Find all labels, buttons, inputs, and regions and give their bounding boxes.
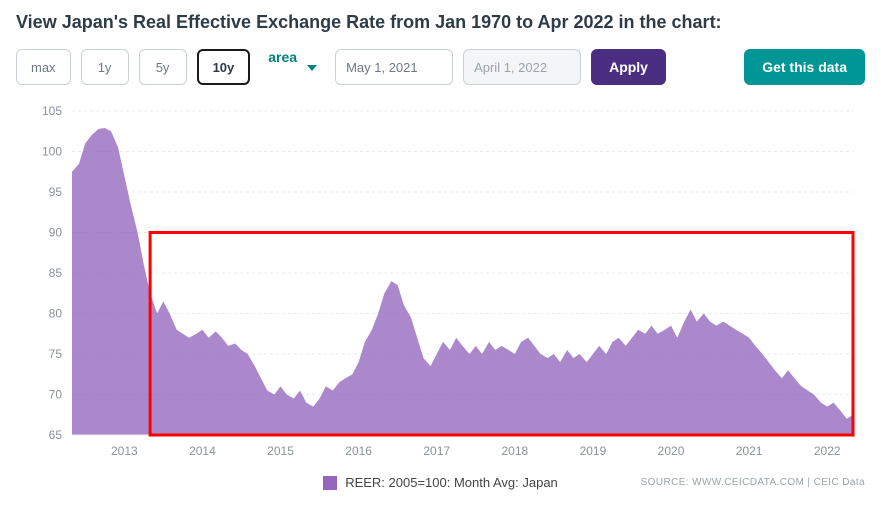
- svg-text:100: 100: [42, 145, 62, 159]
- svg-text:85: 85: [49, 266, 63, 280]
- get-data-button[interactable]: Get this data: [744, 49, 865, 85]
- area-chart: 65 70 75 80 85 90 95 100 105 2013 2014 2015 2016 2017…: [16, 99, 865, 469]
- svg-text:2014: 2014: [189, 444, 216, 458]
- svg-text:2016: 2016: [345, 444, 372, 458]
- svg-text:75: 75: [49, 347, 63, 361]
- svg-text:90: 90: [49, 226, 63, 240]
- page-title: View Japan's Real Effective Exchange Rat…: [16, 12, 865, 33]
- svg-text:95: 95: [49, 185, 63, 199]
- legend-swatch: [323, 476, 337, 490]
- svg-text:2017: 2017: [423, 444, 450, 458]
- svg-text:80: 80: [49, 307, 63, 321]
- range-button-5y[interactable]: 5y: [139, 49, 187, 85]
- svg-text:2021: 2021: [736, 444, 763, 458]
- chart-toolbar: max 1y 5y 10y area Apply Get this data: [16, 49, 865, 85]
- chart-type-selected-label: area: [260, 49, 325, 85]
- chart-container: 65 70 75 80 85 90 95 100 105 2013 2014 2015 2016 2017…: [16, 99, 865, 469]
- date-start-input[interactable]: [335, 49, 453, 85]
- apply-button[interactable]: Apply: [591, 49, 666, 85]
- legend: REER: 2005=100: Month Avg: Japan SOURCE:…: [16, 475, 865, 490]
- svg-text:2022: 2022: [814, 444, 841, 458]
- range-button-1y[interactable]: 1y: [81, 49, 129, 85]
- svg-text:2020: 2020: [658, 444, 685, 458]
- svg-text:2013: 2013: [111, 444, 138, 458]
- svg-text:2015: 2015: [267, 444, 294, 458]
- chart-type-select[interactable]: area: [260, 49, 325, 85]
- svg-text:70: 70: [49, 388, 63, 402]
- source-attribution: SOURCE: WWW.CEICDATA.COM | CEIC Data: [641, 477, 865, 488]
- range-button-max[interactable]: max: [16, 49, 71, 85]
- svg-text:105: 105: [42, 104, 62, 118]
- svg-text:2019: 2019: [580, 444, 607, 458]
- range-button-10y[interactable]: 10y: [197, 49, 251, 85]
- svg-text:65: 65: [49, 428, 63, 442]
- legend-label: REER: 2005=100: Month Avg: Japan: [345, 475, 558, 490]
- svg-text:2018: 2018: [501, 444, 528, 458]
- date-end-input[interactable]: [463, 49, 581, 85]
